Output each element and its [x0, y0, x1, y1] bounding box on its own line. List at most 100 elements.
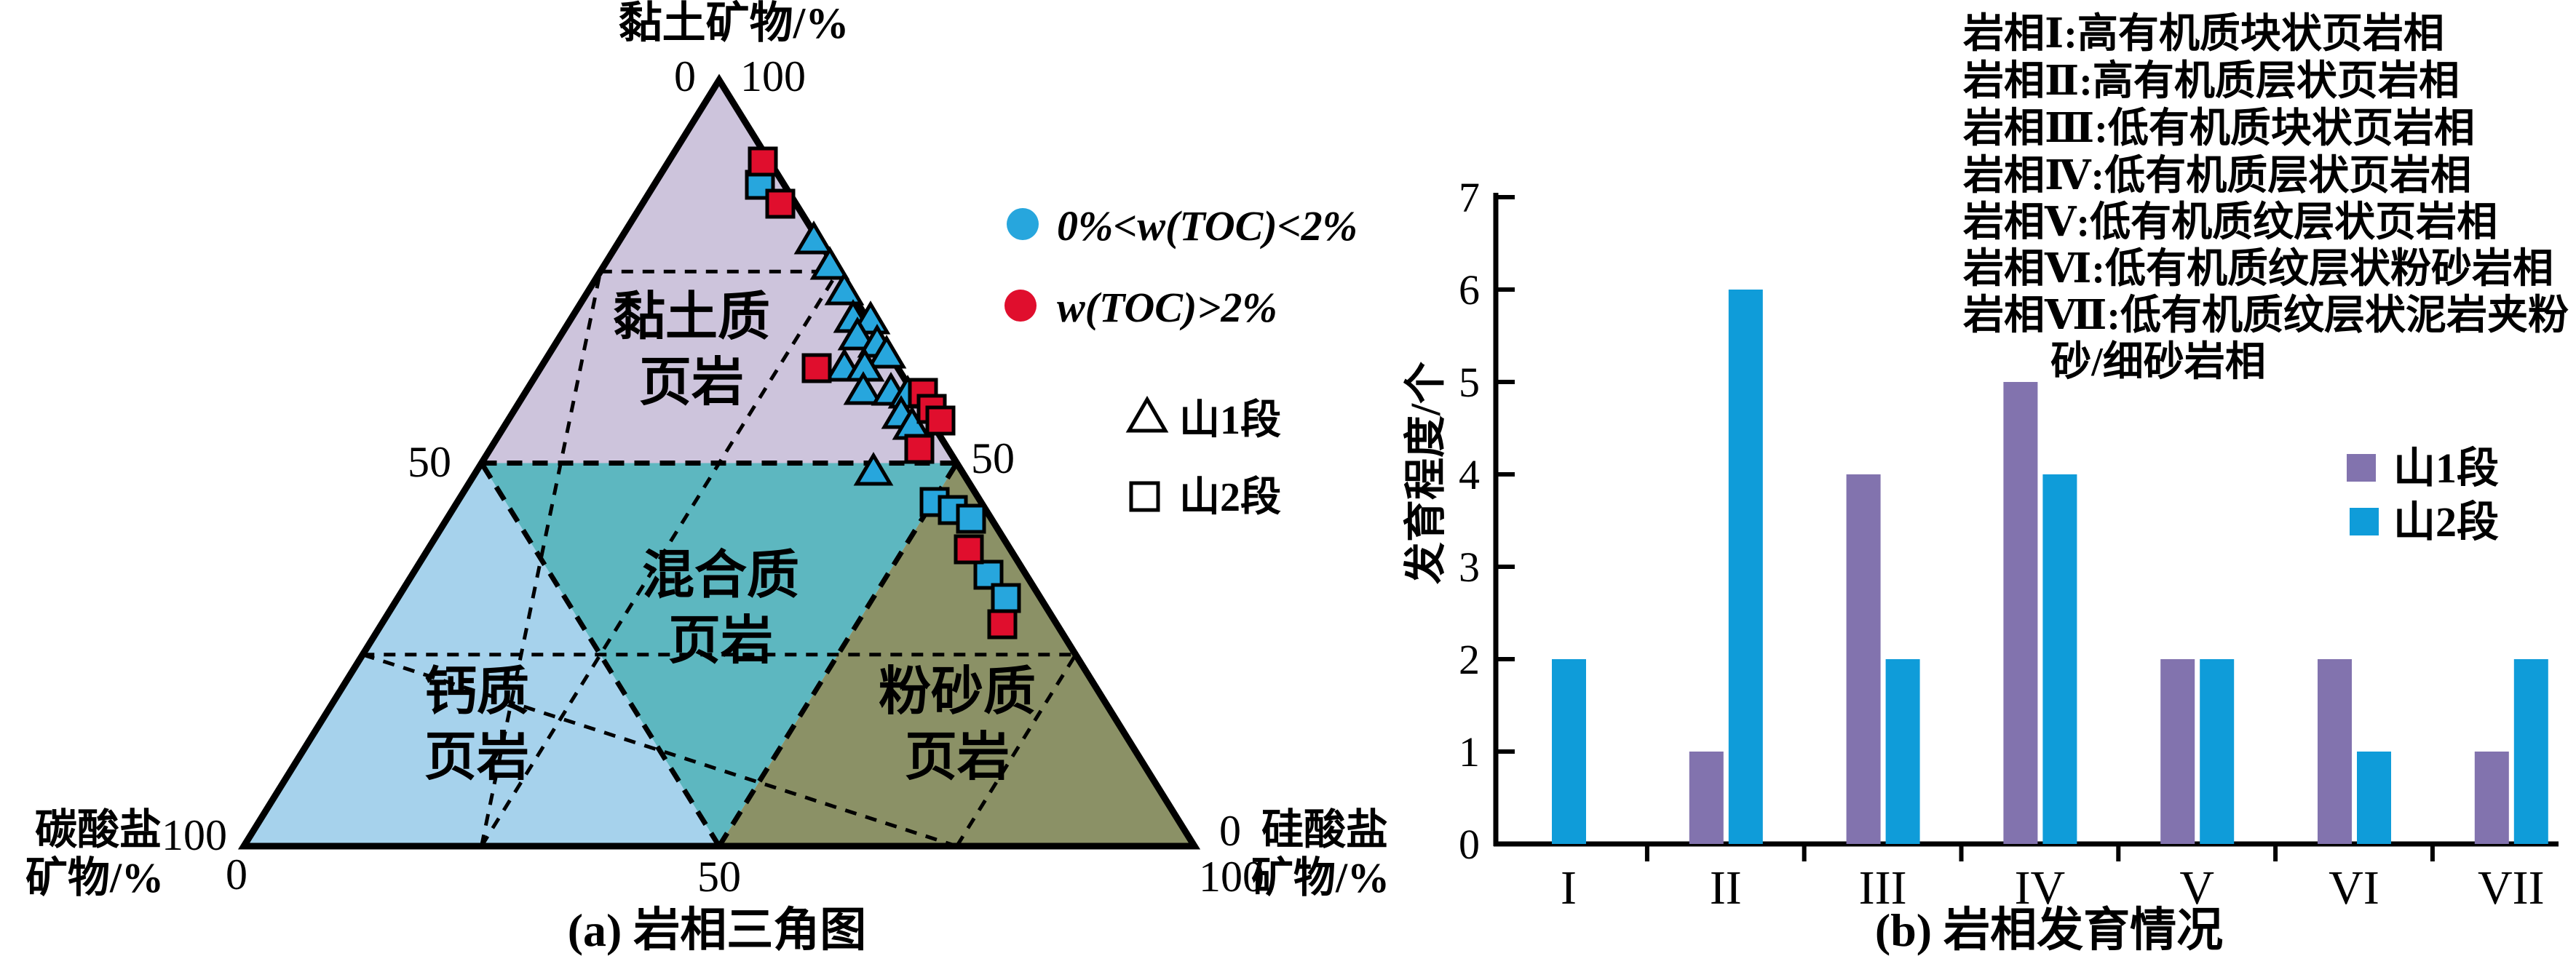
x-category-label: II — [1710, 861, 1742, 915]
caption-panel-a: (a) 岩相三角图 — [568, 904, 867, 956]
bar-series1 — [1846, 474, 1881, 844]
axis-top-tick-0: 0 — [674, 52, 696, 100]
y-tick-label: 5 — [1459, 359, 1480, 406]
triangle-marker-icon — [1125, 396, 1169, 433]
series1-bar-label: 山1段 — [2393, 445, 2499, 492]
data-point-square — [956, 503, 986, 534]
x-category-label: V — [2179, 861, 2214, 915]
caption-panel-b: (b) 岩相发育情况 — [1875, 904, 2223, 956]
data-point-square — [748, 146, 778, 177]
bar-series2 — [2042, 474, 2077, 844]
data-point-square — [987, 609, 1018, 640]
series2-marker-label: 山2段 — [1179, 475, 1281, 520]
ternary-data-points — [745, 146, 1021, 640]
axis-top-tick-100: 100 — [740, 52, 806, 100]
facies-line-7: 岩相Ⅶ:低有机质纹层状泥岩夹粉 — [1963, 293, 2569, 338]
ternary-outline — [237, 73, 1201, 850]
bar-series2 — [2357, 752, 2391, 844]
toc-low-label: 0%<w(TOC)<2% — [1057, 202, 1358, 250]
y-tick-label: 6 — [1459, 266, 1480, 314]
facies-line-6: 岩相Ⅵ:低有机质纹层状粉砂岩相 — [1963, 247, 2553, 292]
bar-series2 — [1728, 290, 1763, 844]
facies-legend: 岩相Ⅰ:高有机质块状页岩相 岩相Ⅱ:高有机质层状页岩相 岩相Ⅲ:低有机质块状页岩… — [1963, 12, 2569, 385]
y-tick-label: 1 — [1459, 728, 1480, 776]
data-point-square — [954, 534, 984, 565]
y-tick-label: 3 — [1459, 543, 1480, 591]
axis-left-title-1: 碳酸盐 — [35, 806, 162, 853]
ternary-diagram: 黏土质 页岩 混合质 页岩 钙质 页岩 粉砂质 页岩 黏土矿物/% 0 100 … — [25, 0, 1390, 956]
bar-series1 — [2160, 659, 2195, 844]
bar-series1 — [2318, 659, 2352, 844]
axis-right-tick-50: 50 — [971, 434, 1015, 482]
x-category-label: I — [1561, 861, 1577, 915]
axis-left-tick-100: 100 — [162, 811, 227, 859]
data-point-triangle — [853, 452, 894, 486]
y-tick-label: 0 — [1459, 821, 1480, 868]
bar-series2 — [1885, 659, 1920, 844]
axis-right-title-2: 矿物/% — [1251, 854, 1390, 901]
axis-right-title-1: 硅酸盐 — [1261, 806, 1388, 853]
data-point-triangle — [843, 371, 884, 405]
axis-top-title: 黏土矿物/% — [619, 0, 849, 47]
label-mixed-shale-2: 页岩 — [668, 612, 773, 670]
facies-line-2: 岩相Ⅱ:高有机质层状页岩相 — [1963, 59, 2460, 104]
facies-line-1: 岩相Ⅰ:高有机质块状页岩相 — [1963, 12, 2444, 57]
axis-left-tick-50: 50 — [408, 438, 451, 486]
label-silty-shale-1: 粉砂质 — [879, 663, 1036, 721]
data-point-triangle — [793, 220, 834, 255]
facies-line-5: 岩相Ⅴ:低有机质纹层状页岩相 — [1963, 200, 2497, 245]
bars-group — [1552, 290, 2548, 844]
y-tick-label: 7 — [1459, 174, 1480, 221]
x-category-label: VII — [2478, 861, 2545, 915]
bar-series2 — [1552, 659, 1586, 844]
toc-high-swatch-icon — [1004, 290, 1037, 322]
x-category-label: VI — [2329, 861, 2379, 915]
y-tick-label: 4 — [1459, 451, 1480, 498]
x-category-label: IV — [2015, 861, 2066, 915]
y-tick-label: 2 — [1459, 636, 1480, 683]
axis-base-tick-50: 50 — [697, 853, 741, 901]
series1-marker-label: 山1段 — [1179, 398, 1281, 443]
label-clay-shale-1: 黏土质 — [613, 288, 770, 346]
region-calcareous-shale — [244, 463, 719, 846]
series2-bar-label: 山2段 — [2393, 498, 2499, 546]
bar-series2 — [2200, 659, 2235, 844]
label-calc-shale-1: 钙质 — [424, 663, 529, 721]
bar-series1 — [2474, 752, 2509, 844]
facies-line-4: 岩相Ⅳ:低有机质层状页岩相 — [1963, 154, 2471, 199]
bar-series1 — [1689, 752, 1724, 844]
data-point-triangle — [809, 246, 850, 280]
y-axis-title: 发育程度/个 — [1402, 362, 1449, 584]
data-point-square — [991, 583, 1021, 613]
label-calc-shale-2: 页岩 — [424, 728, 529, 786]
label-silty-shale-2: 页岩 — [905, 728, 1010, 786]
data-point-square — [925, 405, 956, 436]
ternary-gridlines — [362, 269, 1077, 848]
axis-left-title-2: 矿物/% — [25, 854, 164, 901]
region-mixed-shale — [481, 463, 957, 846]
facies-line-3: 岩相Ⅲ:低有机质块状页岩相 — [1963, 106, 2475, 151]
label-mixed-shale-1: 混合质 — [642, 546, 799, 605]
label-clay-shale-2: 页岩 — [639, 354, 744, 412]
data-point-triangle — [866, 335, 907, 369]
axis-left-tick-0: 0 — [226, 851, 247, 899]
data-point-triangle — [837, 316, 878, 351]
axis-right-tick-100: 100 — [1199, 853, 1264, 901]
data-point-square — [904, 434, 935, 464]
data-point-square — [801, 353, 832, 383]
toc-high-label: w(TOC)>2% — [1057, 284, 1277, 331]
data-point-square — [765, 188, 796, 219]
axis-right-tick-0: 0 — [1219, 807, 1241, 855]
series2-bar-swatch-icon — [2350, 508, 2379, 535]
bar-series1 — [2003, 382, 2038, 844]
data-point-triangle — [824, 271, 865, 306]
square-marker-icon — [1129, 481, 1160, 512]
toc-low-swatch-icon — [1007, 208, 1039, 240]
x-category-label: III — [1859, 861, 1907, 915]
series1-bar-swatch-icon — [2347, 454, 2376, 482]
bar-series2 — [2513, 659, 2548, 844]
